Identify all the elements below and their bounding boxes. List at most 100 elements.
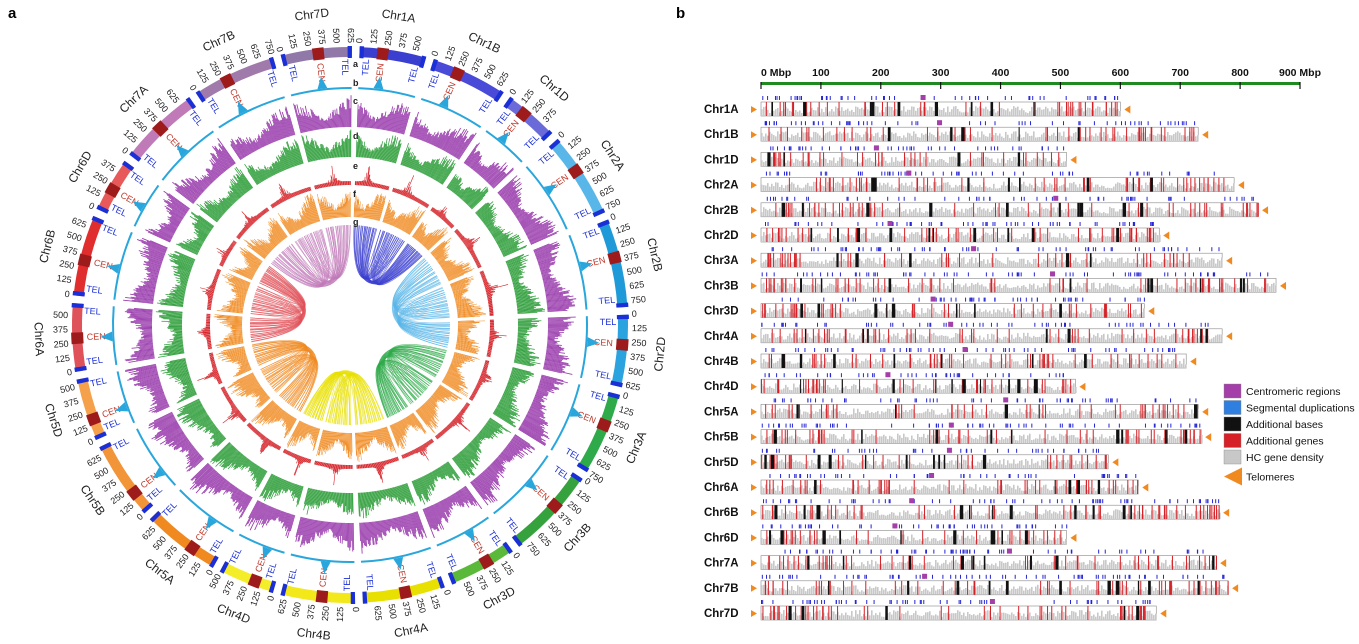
track-d-bar xyxy=(381,142,386,161)
track-d-bar xyxy=(246,461,253,468)
track-d-bar xyxy=(465,188,481,204)
track-c-bar xyxy=(401,113,409,135)
track-c-bar xyxy=(150,386,163,392)
track-d-bar xyxy=(507,258,527,267)
track-c-bar xyxy=(256,138,263,148)
tick-label: 0 xyxy=(354,38,364,43)
track-c-bar xyxy=(195,180,206,191)
track-d-bar xyxy=(515,353,540,358)
track-d-bar xyxy=(398,485,404,503)
track-d-bar xyxy=(461,450,472,462)
track-d-bar xyxy=(513,285,526,289)
track-c-bar xyxy=(352,522,355,550)
track-d-bar xyxy=(232,192,240,200)
track-d-bar xyxy=(444,463,453,475)
track-c-bar xyxy=(153,405,170,413)
track-d-bar xyxy=(173,336,183,338)
track-c-bar xyxy=(149,401,168,410)
track-c-bar xyxy=(482,471,493,484)
track-c-bar xyxy=(467,150,479,166)
track-d-bar xyxy=(164,343,184,347)
track-d-bar xyxy=(177,403,202,418)
track-e-bar xyxy=(356,464,358,469)
track-d-bar xyxy=(281,155,288,170)
track-d-bar xyxy=(259,473,273,498)
track-c-bar xyxy=(540,377,564,385)
track-c-bar xyxy=(480,473,495,490)
track-e-bar xyxy=(206,319,211,321)
track-e-bar xyxy=(418,199,421,204)
track-c-bar xyxy=(186,178,203,194)
track-d-bar xyxy=(421,476,429,489)
track-d-bar xyxy=(328,491,331,504)
segdup-peak xyxy=(317,76,328,90)
track-d-bar xyxy=(370,491,375,511)
track-c-bar xyxy=(518,211,534,222)
track-c-bar xyxy=(335,522,338,539)
track-d-bar xyxy=(165,358,186,364)
track-d-bar xyxy=(413,480,422,499)
track-d-bar xyxy=(326,147,330,159)
track-d-bar xyxy=(469,442,478,451)
track-c-bar xyxy=(416,125,423,139)
track-c-bar xyxy=(211,152,227,172)
track-d-bar xyxy=(178,406,204,421)
track-d-bar xyxy=(174,335,183,337)
track-c-bar xyxy=(461,488,474,505)
track-c-bar xyxy=(147,261,162,267)
track-d-bar xyxy=(180,377,191,382)
track-d-bar xyxy=(344,141,346,158)
track-c-bar xyxy=(295,516,303,542)
track-d-bar xyxy=(178,393,197,402)
track-d-bar xyxy=(179,242,199,253)
track-d-bar xyxy=(347,135,349,158)
track-d-bar xyxy=(514,287,528,291)
track-d-bar xyxy=(379,490,382,499)
track-c-bar xyxy=(327,117,330,129)
track-c-bar xyxy=(281,119,288,138)
track-e-bar xyxy=(410,194,413,199)
track-c-bar xyxy=(312,520,317,540)
track-c-bar xyxy=(522,221,536,230)
track-d-bar xyxy=(515,290,531,295)
track-d-bar xyxy=(218,199,229,210)
track-e-bar xyxy=(414,196,417,201)
track-d-bar xyxy=(171,343,184,346)
track-d-bar xyxy=(479,431,488,439)
track-d-bar xyxy=(311,489,316,509)
track-d-ring xyxy=(155,129,545,519)
track-e-bar xyxy=(403,181,410,196)
track-c-bar xyxy=(536,252,558,261)
track-d-bar xyxy=(236,176,249,192)
track-d-bar xyxy=(403,483,412,506)
track-d-bar xyxy=(172,330,183,332)
track-c-bar xyxy=(528,226,555,241)
track-d-bar xyxy=(164,360,187,367)
track-d-bar xyxy=(507,259,528,268)
telomere-mark xyxy=(280,583,288,597)
track-d-bar xyxy=(517,340,526,343)
track-d-bar xyxy=(453,183,461,194)
track-d-bar xyxy=(179,243,199,254)
track-c-bar xyxy=(547,309,566,312)
track-e-bar xyxy=(369,179,371,187)
track-d-bar xyxy=(493,412,517,427)
track-d-bar xyxy=(221,446,235,460)
track-c-bar xyxy=(533,244,553,253)
track-e-bar xyxy=(357,181,359,186)
track-e-bar xyxy=(371,182,373,187)
chr-name-Chr2B: Chr2B xyxy=(644,237,665,273)
track-c-bar xyxy=(545,289,563,294)
track-c-bar xyxy=(155,424,179,439)
track-d-bar xyxy=(219,447,236,464)
track-c-bar xyxy=(435,503,443,518)
track-c-bar xyxy=(536,252,551,259)
track-c-bar xyxy=(443,499,452,513)
track-e-bar xyxy=(444,218,448,222)
track-c-bar xyxy=(547,332,560,334)
track-d-bar xyxy=(230,179,244,196)
tick-label: 250 xyxy=(67,410,84,424)
track-c-bar xyxy=(543,281,554,285)
track-d-bar xyxy=(507,262,523,269)
